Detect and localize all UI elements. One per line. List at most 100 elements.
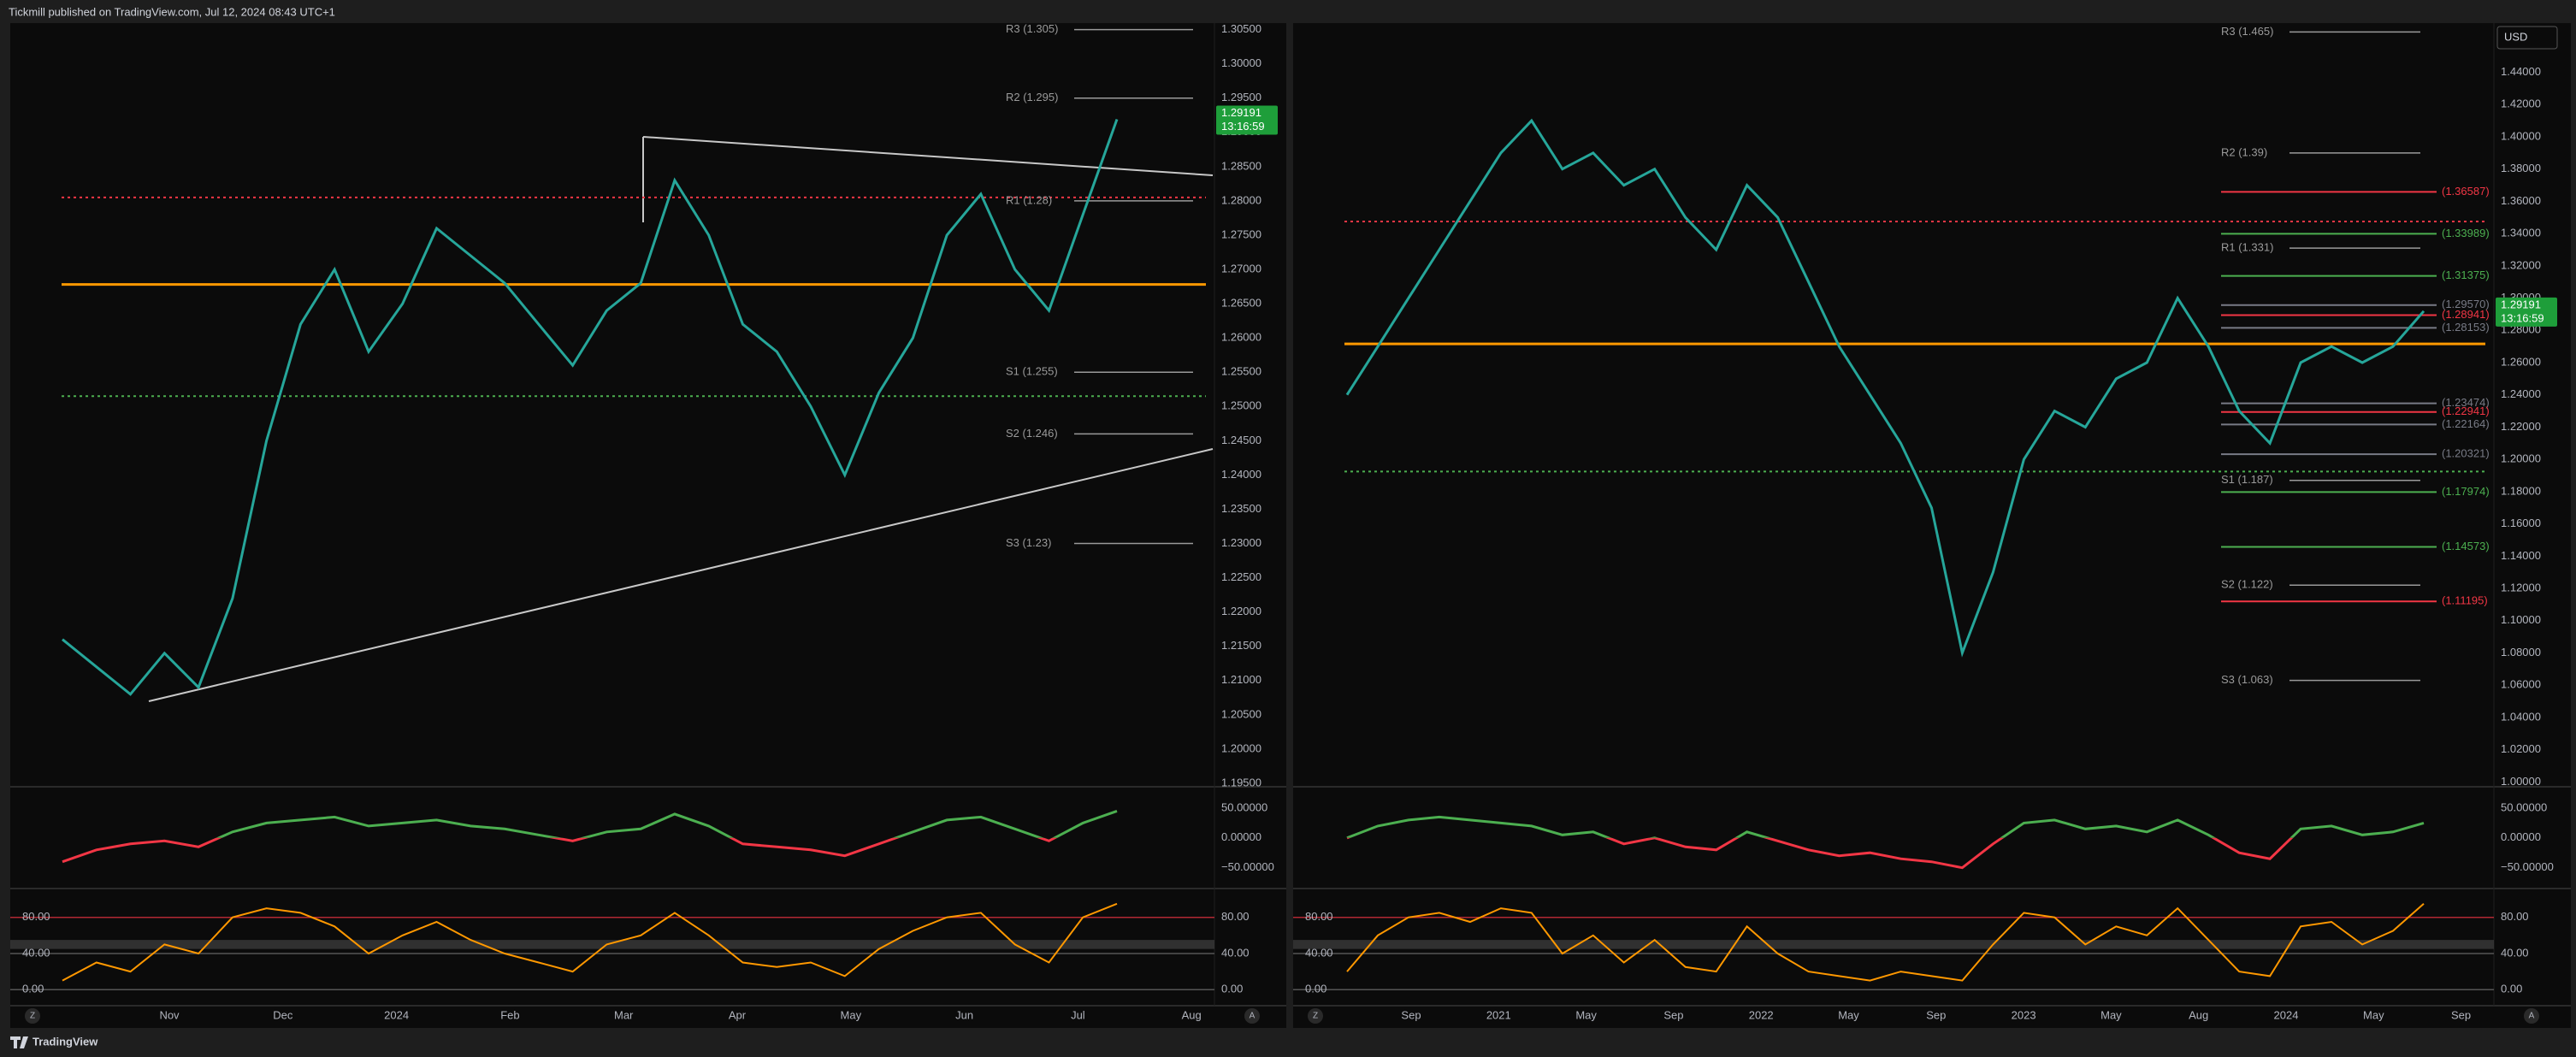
stoch-tick-label: 80.00 (1305, 910, 1333, 923)
last-price: 1.29191 (1221, 106, 1261, 119)
trendline (642, 136, 1214, 176)
pivot-label: S3 (1.063) (2221, 673, 2273, 686)
pivot-label: R1 (1.28) (1006, 193, 1052, 206)
x-tick-label: May (2100, 1008, 2122, 1021)
pivot-label: S2 (1.122) (2221, 578, 2273, 591)
y-tick-label: 1.20500 (1221, 707, 1261, 720)
y-tick-label: 1.40000 (2501, 129, 2541, 142)
x-tick-label: 2024 (384, 1008, 409, 1021)
level-label: (1.33989) (2442, 227, 2490, 239)
stoch-tick-label: 40.00 (22, 946, 50, 959)
level-label: (1.22941) (2442, 404, 2490, 417)
x-tick-label: 2022 (1749, 1008, 1774, 1021)
x-tick-label: May (1838, 1008, 1859, 1021)
y-tick-label: 1.34000 (2501, 227, 2541, 239)
currency: USD (2504, 30, 2527, 43)
y-tick-label: 1.16000 (2501, 517, 2541, 529)
x-tick-label: 2024 (2274, 1008, 2299, 1021)
x-tick-label: Aug (2189, 1008, 2208, 1021)
y-tick-label: 1.08000 (2501, 646, 2541, 658)
y-tick-label: 1.29500 (1221, 91, 1261, 103)
osc-tick-label: 50.00000 (1221, 800, 1267, 813)
header-title: Tickmill published on TradingView.com, J… (9, 5, 335, 18)
level-label: (1.11195) (2442, 594, 2488, 607)
y-tick-label: 1.12000 (2501, 582, 2541, 594)
trendline (148, 448, 1214, 702)
price-line (1345, 118, 2425, 658)
x-tick-label: Nov (159, 1008, 180, 1021)
oscillator-line (1347, 837, 2294, 870)
stoch-tick-label: 0.00 (2501, 983, 2522, 995)
x-tick-label: Sep (2451, 1008, 2471, 1021)
x-tick-label: Jul (1071, 1008, 1085, 1021)
level-label: (1.28153) (2442, 321, 2490, 334)
y-tick-label: 1.26500 (1221, 297, 1261, 310)
y-tick-label: 1.42000 (2501, 97, 2541, 110)
scale-button-label[interactable]: A (1250, 1012, 1256, 1021)
y-tick-label: 1.24500 (1221, 434, 1261, 446)
x-tick-label: May (841, 1008, 862, 1021)
x-tick-label: Dec (273, 1008, 293, 1021)
osc-tick-label: 0.00000 (2501, 830, 2541, 843)
pivot-label: R3 (1.305) (1006, 22, 1058, 35)
stoch-tick-label: 80.00 (2501, 910, 2529, 923)
y-tick-label: 1.20000 (2501, 452, 2541, 465)
left-panel (10, 23, 1286, 1028)
y-tick-label: 1.22000 (2501, 420, 2541, 433)
scale-button-label[interactable]: A (2529, 1012, 2535, 1021)
scale-button-label[interactable]: Z (30, 1012, 35, 1021)
x-tick-label: Feb (500, 1008, 519, 1021)
stoch-band (10, 940, 1214, 949)
stoch-band (1293, 940, 2494, 949)
y-tick-label: 1.25000 (1221, 399, 1261, 412)
y-tick-label: 1.23000 (1221, 536, 1261, 549)
price-line (62, 118, 1119, 696)
level-label: (1.17974) (2442, 485, 2490, 498)
y-tick-label: 1.19500 (1221, 776, 1261, 788)
oscillator-line (216, 809, 1118, 838)
x-tick-label: Sep (1663, 1008, 1683, 1021)
last-price-tag (1216, 105, 1278, 135)
y-tick-label: 1.44000 (2501, 65, 2541, 78)
footer-brand: TradingView (32, 1035, 98, 1048)
level-label: (1.31375) (2442, 269, 2490, 281)
y-tick-label: 1.27000 (1221, 262, 1261, 275)
level-label: (1.29570) (2442, 298, 2490, 310)
x-tick-label: Apr (729, 1008, 747, 1021)
brand-logo (10, 1036, 28, 1048)
currency-box (2496, 26, 2558, 50)
y-tick-label: 1.24000 (2501, 387, 2541, 400)
y-tick-label: 1.02000 (2501, 742, 2541, 755)
level-label: (1.23474) (2442, 396, 2490, 409)
x-tick-label: Sep (1401, 1008, 1421, 1021)
scale-button-label[interactable]: Z (1313, 1012, 1318, 1021)
y-tick-label: 1.24000 (1221, 468, 1261, 481)
y-tick-label: 1.23500 (1221, 502, 1261, 515)
stoch-tick-label: 40.00 (1305, 946, 1333, 959)
scale-button (1308, 1008, 1323, 1024)
y-tick-label: 1.21000 (1221, 673, 1261, 686)
y-tick-label: 1.04000 (2501, 710, 2541, 723)
level-label: (1.14573) (2442, 540, 2490, 552)
pivot-label: R2 (1.39) (2221, 145, 2267, 158)
stoch-tick-label: 80.00 (22, 910, 50, 923)
y-tick-label: 1.28500 (1221, 159, 1261, 172)
last-price: 1.29191 (2501, 298, 2541, 310)
y-tick-label: 1.14000 (2501, 549, 2541, 562)
y-tick-label: 1.27500 (1221, 227, 1261, 240)
level-label: (1.22164) (2442, 417, 2490, 430)
y-tick-label: 1.06000 (2501, 678, 2541, 691)
pivot-label: S1 (1.187) (2221, 473, 2273, 486)
level-label: (1.20321) (2442, 447, 2490, 460)
right-panel (1293, 23, 2571, 1028)
y-tick-label: 1.22000 (1221, 605, 1261, 617)
osc-tick-label: 0.00000 (1221, 830, 1261, 843)
stoch-tick-label: 40.00 (1221, 946, 1250, 959)
y-tick-label: 1.21500 (1221, 639, 1261, 652)
y-tick-label: 1.22500 (1221, 570, 1261, 583)
y-tick-label: 1.25500 (1221, 365, 1261, 378)
x-tick-label: May (2363, 1008, 2384, 1021)
osc-tick-label: −50.00000 (1221, 860, 1274, 873)
